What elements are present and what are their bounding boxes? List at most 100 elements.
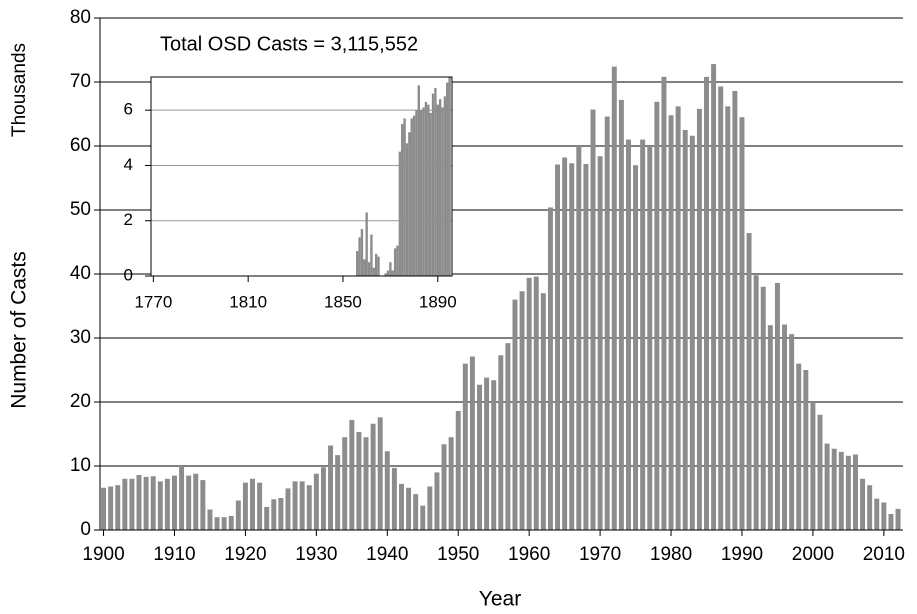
bar	[396, 245, 399, 276]
bar	[860, 478, 866, 530]
bar	[438, 99, 442, 276]
bar	[101, 487, 107, 530]
y-tick-label: 40	[70, 263, 91, 284]
bar	[725, 106, 731, 530]
bar	[115, 485, 121, 530]
bar	[434, 88, 437, 276]
bar	[108, 486, 114, 530]
bar	[512, 299, 518, 530]
bar	[895, 508, 901, 530]
bar	[824, 443, 830, 530]
bar	[172, 475, 177, 530]
bar	[122, 478, 128, 530]
bar	[881, 502, 887, 530]
bar	[377, 256, 380, 276]
bar	[427, 486, 433, 530]
bar	[292, 481, 298, 530]
bar	[533, 276, 539, 530]
bar	[874, 498, 880, 530]
x-tick-label: 2000	[792, 544, 834, 565]
bar	[335, 455, 341, 530]
bar	[796, 363, 802, 530]
bar	[436, 104, 439, 276]
bar	[711, 64, 717, 530]
inset-frame	[150, 76, 453, 277]
bar	[569, 163, 575, 530]
bar	[403, 118, 406, 276]
bar	[207, 509, 213, 530]
bar	[526, 277, 532, 530]
bar	[618, 99, 624, 531]
bar	[753, 275, 759, 530]
bar	[363, 437, 369, 530]
bar	[431, 93, 435, 276]
x-tick-label: 1970	[579, 544, 621, 565]
bar	[555, 164, 561, 530]
bar	[367, 262, 371, 276]
x-tick-label: 2010	[863, 544, 905, 565]
bar	[299, 481, 305, 530]
bar	[349, 419, 355, 530]
bar	[410, 118, 413, 276]
bar	[363, 259, 366, 276]
bar	[498, 355, 504, 530]
bar	[306, 485, 312, 530]
bar	[328, 445, 334, 530]
annotation: Total OSD Casts = 3,115,552	[160, 33, 418, 55]
bar	[370, 234, 373, 276]
bar	[420, 505, 426, 530]
bar	[604, 116, 610, 530]
bar	[696, 108, 702, 530]
bar	[810, 402, 816, 530]
bar	[675, 106, 681, 530]
bar	[129, 478, 135, 530]
y-axis-label: Number of Casts	[8, 251, 31, 409]
bar	[625, 139, 631, 530]
bar	[427, 104, 430, 276]
bar	[179, 466, 185, 530]
bar	[611, 66, 617, 530]
bar	[150, 476, 156, 530]
bar	[408, 132, 411, 276]
bar	[867, 485, 873, 530]
bar	[356, 251, 359, 276]
bar	[455, 410, 461, 530]
bar	[412, 115, 416, 276]
bar	[477, 384, 482, 530]
bar	[186, 475, 192, 530]
bar	[519, 291, 525, 530]
bar	[484, 377, 490, 530]
bar	[576, 146, 582, 530]
x-axis-label: Year	[479, 588, 521, 611]
bar	[389, 262, 392, 276]
y-tick-label: 80	[70, 7, 91, 28]
y-tick-label: 4	[124, 155, 133, 174]
bar	[386, 270, 390, 276]
y-tick-label: 70	[70, 71, 91, 92]
x-tick-label: 1950	[437, 544, 479, 565]
bar	[358, 237, 361, 276]
x-tick-label: 1990	[721, 544, 763, 565]
bar	[888, 514, 894, 530]
bar	[429, 112, 432, 276]
bar	[384, 273, 387, 276]
bar	[420, 110, 423, 277]
y-tick-label: 6	[124, 100, 133, 119]
bar	[838, 451, 844, 530]
bar	[391, 270, 394, 276]
bar	[242, 482, 248, 530]
x-tick-label: 1940	[366, 544, 408, 565]
x-tick-label: 1930	[295, 544, 337, 565]
bar	[803, 370, 809, 530]
bar	[164, 478, 170, 530]
bar	[547, 207, 553, 530]
bar	[448, 437, 454, 530]
bar	[704, 76, 709, 530]
bar	[817, 414, 823, 530]
bar	[320, 467, 326, 530]
bar	[257, 482, 263, 530]
bar	[365, 212, 368, 276]
bar	[491, 380, 497, 530]
bar	[193, 473, 199, 530]
bar	[633, 165, 639, 530]
